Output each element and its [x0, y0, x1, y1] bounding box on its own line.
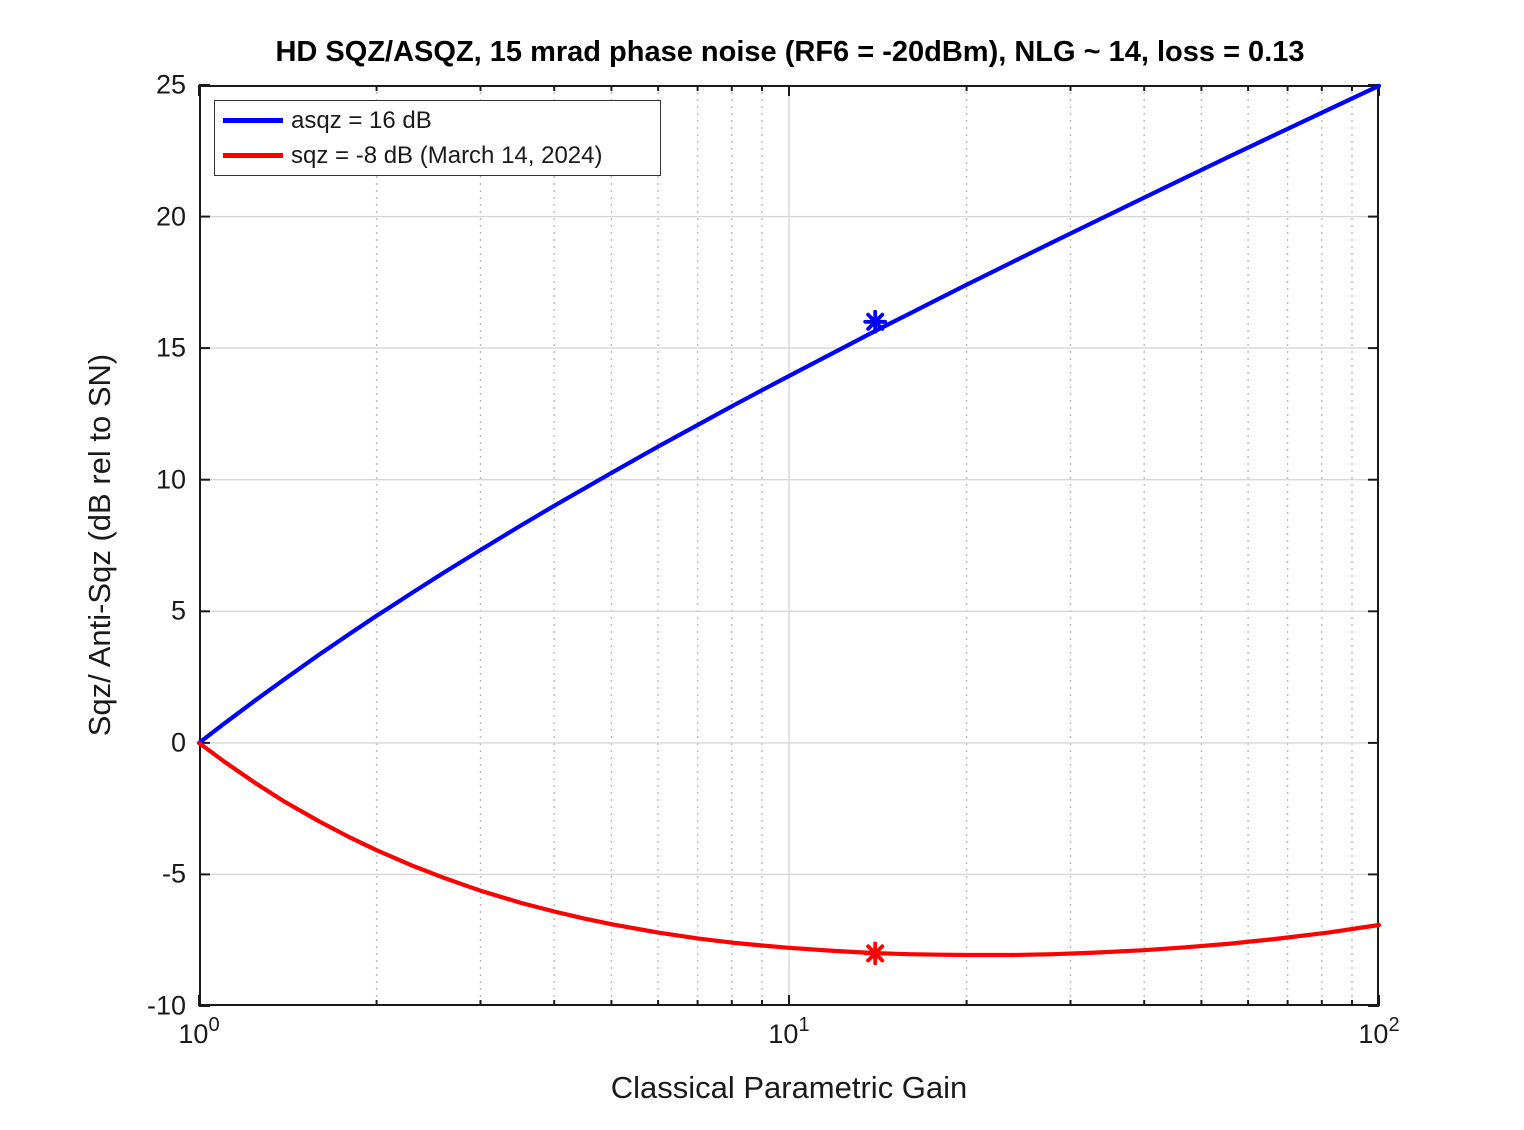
- y-tick-label: 5: [170, 595, 186, 626]
- chart-title: HD SQZ/ASQZ, 15 mrad phase noise (RF6 = …: [275, 36, 1305, 68]
- legend-line-sample: [223, 118, 283, 123]
- plot-canvas: [196, 83, 1382, 1007]
- y-tick-label: -10: [146, 990, 186, 1021]
- y-tick-label: -5: [161, 858, 186, 889]
- x-tick-label: 101: [768, 1014, 810, 1049]
- series-line-0: [196, 83, 1382, 746]
- data-marker-asterisk: [863, 941, 888, 966]
- y-tick-label: 25: [155, 69, 186, 100]
- legend: asqz = 16 dB sqz = -8 dB (March 14, 2024): [214, 100, 661, 176]
- legend-item: sqz = -8 dB (March 14, 2024): [215, 138, 660, 173]
- legend-line-sample: [223, 153, 283, 158]
- x-tick-label: 100: [178, 1014, 220, 1049]
- x-tick-label: 102: [1358, 1014, 1400, 1049]
- y-tick-label: 20: [155, 201, 186, 232]
- y-tick-label: 10: [155, 464, 186, 495]
- plot-area: [196, 83, 1382, 1007]
- series-line-1: [196, 740, 1382, 958]
- legend-item-label: sqz = -8 dB (March 14, 2024): [291, 141, 603, 169]
- y-tick-label: 15: [155, 332, 186, 363]
- y-tick-label: 0: [170, 727, 186, 758]
- y-axis-label: Sqz/ Anti-Sqz (dB rel to SN): [82, 353, 117, 737]
- data-marker-asterisk: [863, 309, 888, 334]
- legend-item-label: asqz = 16 dB: [291, 106, 432, 134]
- legend-item: asqz = 16 dB: [215, 103, 660, 138]
- x-axis-label: Classical Parametric Gain: [610, 1070, 968, 1105]
